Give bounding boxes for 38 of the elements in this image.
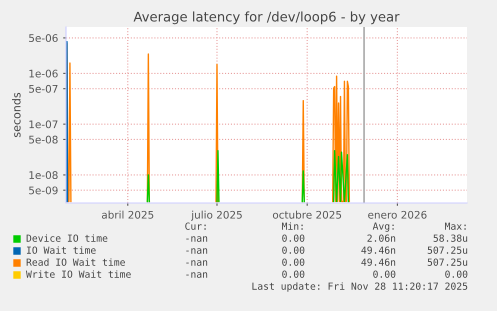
text: 507.25u [428, 246, 468, 254]
text: -nan [186, 248, 208, 254]
y-tick-label: 5e-08 [29, 136, 58, 144]
text: Cur: [185, 222, 206, 230]
legend-label: Read IO Wait time [26, 258, 125, 266]
text: Max: [444, 222, 466, 230]
text: 0.00 [282, 258, 304, 266]
text: -nan [186, 236, 208, 242]
y-tick-label: 1e-08 [29, 171, 58, 180]
text: -nan [186, 260, 208, 266]
text: 2.06n [367, 234, 396, 242]
x-tick-label: abril 2025 [102, 210, 154, 219]
text: 0.00 [282, 246, 304, 254]
text: 0.00 [373, 270, 396, 278]
y-tick-label: 5e-06 [29, 34, 58, 42]
text: -nan [186, 272, 208, 278]
y-tick-label: 1e-06 [29, 70, 58, 78]
y-tick-label: 5e-09 [29, 186, 58, 194]
chart-title: Average latency for /dev/loop6 - by year [134, 11, 400, 24]
y-axis-title: seconds [12, 92, 21, 138]
text: Min: [282, 222, 303, 230]
text: 0.00 [282, 234, 304, 242]
legend-label: Device IO time [26, 234, 108, 242]
text: 49.46n [361, 258, 396, 266]
text: 507.25u [428, 258, 468, 266]
legend-label: Write IO Wait time [26, 270, 131, 278]
text: 0.00 [282, 270, 304, 278]
x-tick-label: enero 2026 [368, 210, 427, 219]
text: Last update: Fri Nov 28 11:20:17 2025 [252, 282, 468, 292]
text: 0.00 [445, 270, 468, 278]
text: 58.38u [434, 234, 468, 242]
text: Avg: [372, 222, 394, 232]
text: 49.46n [361, 246, 396, 254]
y-tick-label: 5e-07 [29, 84, 58, 93]
x-tick-label: julio 2025 [191, 210, 242, 221]
legend-label: IO Wait time [26, 246, 96, 254]
y-tick-label: 1e-07 [29, 120, 58, 128]
x-tick-label: octubre 2025 [272, 210, 342, 219]
